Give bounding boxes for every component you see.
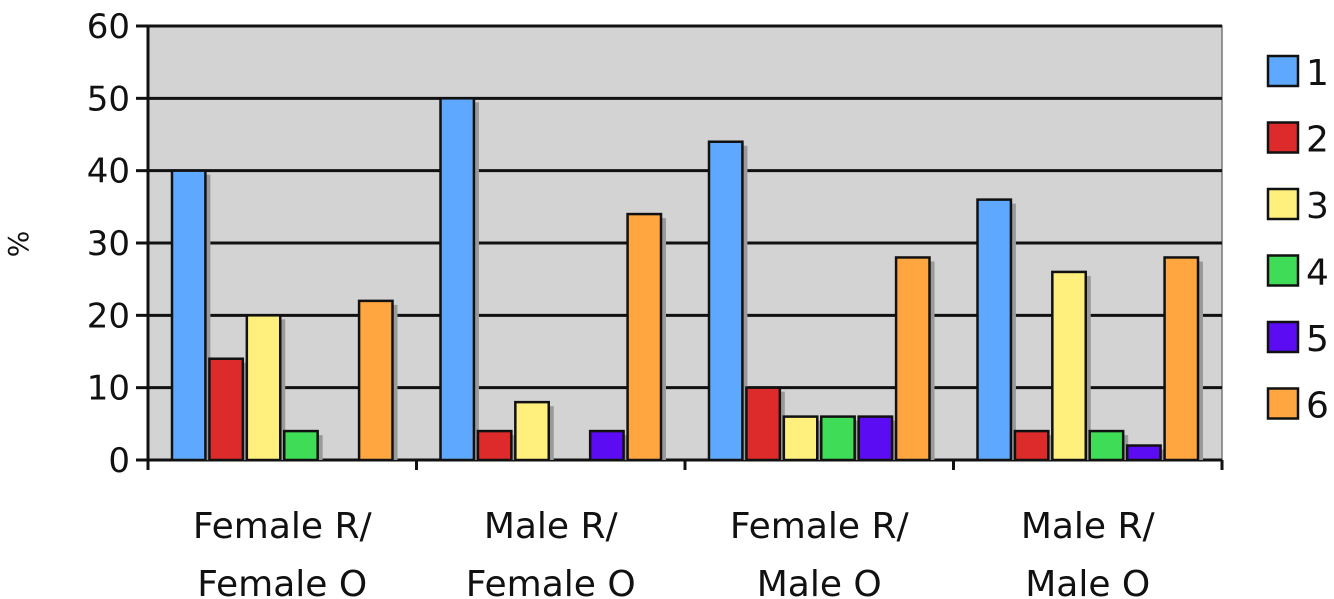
bar-series-6-cat-2	[626, 212, 663, 462]
bar-series-1-cat-4	[976, 198, 1013, 462]
plot-area	[147, 24, 1223, 461]
bar-series-2-cat-3	[745, 386, 782, 462]
legend-label: 6	[1306, 386, 1329, 427]
y-tick-label: 50	[87, 79, 130, 119]
x-category-label: Female O	[197, 564, 367, 599]
y-tick-label: 20	[87, 296, 130, 336]
legend: 1 2 3 4 5 6	[1266, 53, 1329, 427]
bar-series-4-cat-1	[283, 429, 319, 462]
legend-swatch-6	[1266, 387, 1300, 420]
x-category-label: Male R/	[1021, 506, 1156, 547]
bar-series-2-cat-2	[476, 429, 513, 462]
bar-series-3-cat-4	[1051, 270, 1088, 462]
y-tick-label: 60	[87, 7, 130, 47]
bar-series-5-cat-2	[588, 429, 625, 462]
x-category-label: Female R/	[730, 506, 910, 547]
bar-series-1-cat-1	[170, 169, 207, 462]
bar-series-4-cat-4	[1088, 429, 1125, 462]
bar-series-1-cat-3	[707, 140, 744, 462]
legend-swatch-3	[1266, 187, 1300, 221]
y-tick-label: 0	[108, 441, 130, 481]
y-axis: 0 10 20 30 40 50 60	[87, 7, 150, 481]
y-tick-label: 40	[87, 152, 130, 192]
y-tick-label: 10	[87, 369, 130, 409]
legend-swatch-2	[1266, 121, 1300, 154]
legend-label: 3	[1306, 186, 1329, 227]
legend-swatch-5	[1266, 320, 1300, 354]
x-category-label: Male R/	[484, 506, 619, 547]
bars	[170, 97, 1203, 462]
legend-swatch-1	[1266, 54, 1300, 88]
x-axis: Female R/Female O Male R/Female O Female R…	[146, 458, 1224, 599]
bar-series-6-cat-4	[1163, 256, 1200, 462]
bar-series-3-cat-1	[245, 314, 282, 462]
x-category-label: Female R/	[193, 506, 373, 547]
y-axis-title: %	[2, 231, 35, 258]
bar-series-5-cat-3	[857, 415, 894, 462]
bar-series-5-cat-4	[1125, 444, 1162, 462]
bar-series-6-cat-3	[894, 256, 931, 462]
legend-label: 4	[1306, 253, 1329, 294]
legend-label: 1	[1306, 53, 1329, 94]
y-tick-label: 30	[87, 224, 130, 264]
bar-series-2-cat-1	[208, 357, 245, 462]
x-category-label: Female O	[466, 564, 636, 599]
bar-series-3-cat-3	[782, 415, 819, 462]
bar-series-2-cat-4	[1013, 429, 1050, 462]
legend-label: 2	[1306, 120, 1329, 161]
bar-series-4-cat-3	[820, 415, 856, 462]
legend-label: 5	[1306, 319, 1329, 360]
legend-swatch-4	[1266, 254, 1300, 287]
x-category-label: Male O	[1025, 564, 1150, 599]
x-category-label: Male O	[757, 564, 882, 599]
bar-series-6-cat-1	[357, 299, 394, 462]
bar-series-3-cat-2	[514, 400, 550, 462]
bar-series-1-cat-2	[439, 97, 476, 462]
